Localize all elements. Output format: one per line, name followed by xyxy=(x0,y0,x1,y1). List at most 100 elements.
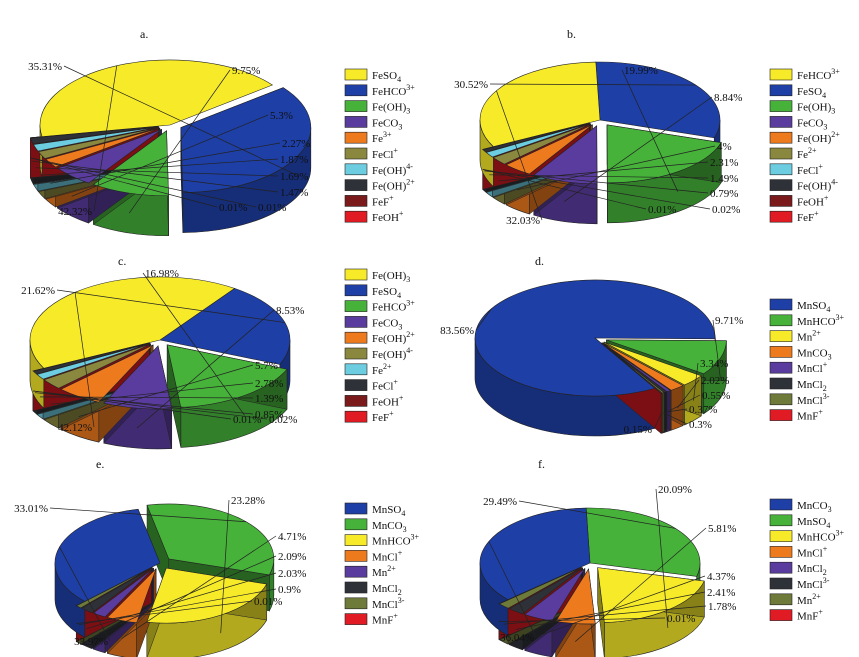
legend-entry-feso4: FeSO4 xyxy=(372,286,401,300)
data-label-fehco3: 32.03% xyxy=(506,215,540,227)
slice-mnhco3 xyxy=(606,339,727,375)
legend-entry-mnso4: MnSO4 xyxy=(797,516,830,530)
data-label-fehco3: 16.98% xyxy=(145,268,179,280)
legend-swatch-mn2 xyxy=(344,565,368,578)
legend-swatch-fe-oh-3 xyxy=(344,268,368,281)
data-label-mnf: 0.01% xyxy=(667,613,695,625)
legend-swatch-fecl xyxy=(769,163,793,176)
legend-entry-mnco3: MnCO3 xyxy=(797,500,832,514)
legend-swatch-mnhco3 xyxy=(769,314,793,327)
legend-swatch-fef xyxy=(344,410,368,423)
legend-swatch-fe-oh-4 xyxy=(344,347,368,360)
legend-swatch-fe-oh-2 xyxy=(769,131,793,144)
data-label-fe2: 2.31% xyxy=(710,157,738,169)
data-label-mncl2: 4.37% xyxy=(707,571,735,583)
legend-swatch-mnf xyxy=(769,409,793,421)
leader-line-mnso4 xyxy=(518,500,676,529)
legend-swatch-feoh xyxy=(344,395,368,407)
legend-swatch-mncl xyxy=(769,361,793,374)
leader-line-feoh xyxy=(33,390,268,420)
legend-entry-mn2: Mn2+ xyxy=(797,592,821,607)
legend-swatch-fef xyxy=(344,195,368,207)
legend-entry-fe3: Fe3+ xyxy=(372,130,392,145)
data-label-fe-oh-4: 1.69% xyxy=(280,171,308,183)
slice-fecl xyxy=(485,122,591,158)
legend-entry-mncl3: MnCl3- xyxy=(797,576,830,591)
leader-line-fecl xyxy=(41,158,279,176)
data-label-feso4: 21.62% xyxy=(21,285,55,297)
data-label-mn2: 3.34% xyxy=(700,358,728,370)
data-label-fef: 0.01% xyxy=(219,202,247,214)
data-label-fe-oh-3: 9.75% xyxy=(232,65,260,77)
pie-panel-f: f. 29.49% 20.09% 5.81% 4.37% 2.41% 1.78% 0.01% 3… xyxy=(479,457,845,657)
leader-line-fehco3 xyxy=(496,90,543,221)
slice-fe2 xyxy=(492,123,591,165)
leader-line-mnf xyxy=(498,617,666,622)
data-label-fe-oh-4: 2.78% xyxy=(255,378,283,390)
leader-line-feco3 xyxy=(136,309,275,429)
data-label-mncl3: 2.41% xyxy=(707,587,735,599)
legend-entry-fe-oh-2: Fe(OH)2+ xyxy=(372,330,415,345)
leader-line-fe-oh-4 xyxy=(50,382,254,405)
leader-line-mnhco3 xyxy=(220,499,230,634)
leader-line-feso4 xyxy=(489,83,696,86)
legend-swatch-feoh xyxy=(769,195,793,207)
leader-line-fehco3 xyxy=(142,272,245,416)
leader-line-mncl2 xyxy=(86,572,277,629)
slice-fehco3 xyxy=(166,344,288,408)
legend-entry-mncl2: MnCl2 xyxy=(797,379,827,393)
legend-entry-fef: FeF+ xyxy=(372,409,394,424)
data-label-feso4: 30.52% xyxy=(454,79,488,91)
leader-line-fe-oh-3 xyxy=(621,69,679,192)
legend-swatch-mncl3 xyxy=(769,393,793,406)
data-label-mnso4: 33.97% xyxy=(74,636,108,648)
legend-entry-mnf: MnF+ xyxy=(372,612,398,627)
leader-line-fecl xyxy=(489,174,709,179)
legend-entry-mnf: MnF+ xyxy=(797,608,823,623)
legend-entry-mncl2: MnCl2 xyxy=(797,563,827,577)
data-label-mncl3: 0.9% xyxy=(278,584,301,596)
leader-line-fef xyxy=(482,169,647,210)
legend-entry-mnso4: MnSO4 xyxy=(372,504,405,518)
legend-entry-mnco3: MnCO3 xyxy=(797,347,832,361)
legend-entry-fe-oh-3: Fe(OH)3 xyxy=(797,102,835,116)
legend-swatch-fehco3 xyxy=(769,68,793,81)
slice-fe-oh-4 xyxy=(43,343,151,389)
leader-line-feso4 xyxy=(93,65,118,212)
legend-entry-fecl: FeCl+ xyxy=(797,162,823,177)
data-label-mnco3: 33.01% xyxy=(14,503,48,515)
legend-swatch-mncl xyxy=(344,550,368,562)
data-label-fef: 0.01% xyxy=(648,204,676,216)
leader-line-mncl3 xyxy=(662,412,688,425)
legend-entry-fe-oh-3: Fe(OH)3 xyxy=(372,270,410,284)
leader-line-mncl2 xyxy=(665,408,688,413)
legend-entry-fe-oh-3: Fe(OH)3 xyxy=(372,102,410,116)
legend-swatch-feso4 xyxy=(769,84,793,97)
data-label-fe-oh-2: 1.47% xyxy=(280,187,308,199)
legend-swatch-feco3 xyxy=(344,316,368,328)
legend-swatch-feco3 xyxy=(769,116,793,128)
data-label-fecl: 1.49% xyxy=(710,173,738,185)
slice-mn2 xyxy=(603,341,702,386)
pie-panel-c: c. 21.62% 16.98% 8.53% 5.7% 2.78% 1.39% 0.85%0.… xyxy=(21,254,415,450)
slice-mncl2 xyxy=(80,567,153,613)
slice-mncl xyxy=(106,568,157,624)
legend-entry-mncl3: MnCl3- xyxy=(372,596,405,611)
leader-line-fe-oh-4 xyxy=(35,167,279,177)
legend-swatch-fehco3 xyxy=(344,84,368,97)
leader-line-mnso4 xyxy=(59,546,111,642)
slice-fecl xyxy=(37,127,160,159)
legend-entry-mnhco3: MnHCO3+ xyxy=(797,529,845,544)
slice-mnso4 xyxy=(474,279,716,397)
leader-line-fehco3 xyxy=(63,65,299,176)
data-label-fef: 0.01% xyxy=(233,414,261,426)
slice-mnf xyxy=(600,342,663,394)
legend-entry-mn2: Mn2+ xyxy=(372,564,396,579)
leader-line-mncl3 xyxy=(515,591,706,630)
data-label-fe3: 2.27% xyxy=(282,138,310,150)
leader-line-feoh xyxy=(30,157,257,208)
